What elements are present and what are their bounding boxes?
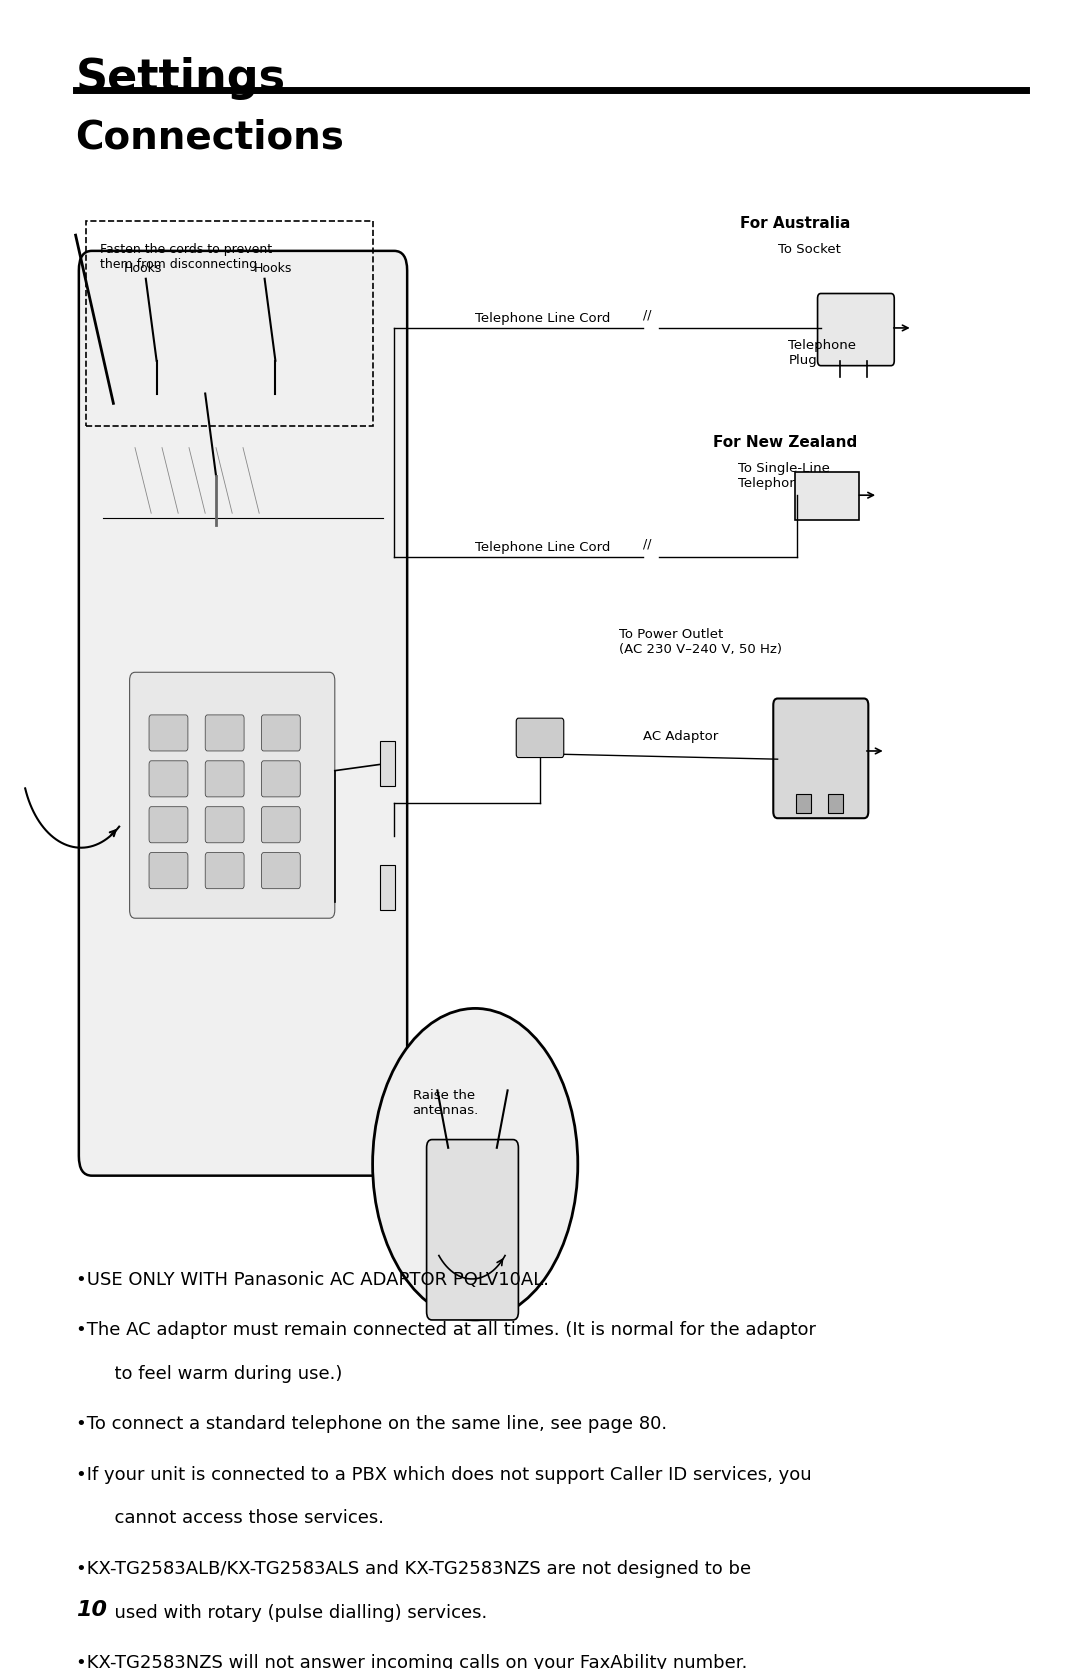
Text: //: // [643, 309, 651, 322]
FancyBboxPatch shape [79, 250, 407, 1175]
Text: //: // [643, 537, 651, 551]
FancyBboxPatch shape [205, 761, 244, 796]
FancyBboxPatch shape [516, 718, 564, 758]
Text: For Australia: For Australia [740, 217, 850, 232]
Text: •To connect a standard telephone on the same line, see page 80.: •To connect a standard telephone on the … [76, 1415, 666, 1434]
Text: To Single-Line
Telephone Jack: To Single-Line Telephone Jack [738, 462, 837, 491]
Text: Hooks: Hooks [124, 262, 163, 275]
Text: To Socket: To Socket [778, 242, 840, 255]
Text: Connections: Connections [76, 118, 345, 157]
Text: Settings: Settings [76, 57, 286, 100]
Text: Hooks: Hooks [254, 262, 293, 275]
FancyBboxPatch shape [149, 761, 188, 796]
Text: cannot access those services.: cannot access those services. [103, 1509, 383, 1527]
Text: Telephone Line Cord: Telephone Line Cord [475, 541, 610, 554]
Text: Raise the
antennas.: Raise the antennas. [413, 1088, 478, 1117]
Text: •If your unit is connected to a PBX which does not support Caller ID services, y: •If your unit is connected to a PBX whic… [76, 1465, 811, 1484]
Circle shape [373, 1008, 578, 1320]
FancyBboxPatch shape [149, 853, 188, 888]
FancyBboxPatch shape [261, 761, 300, 796]
FancyBboxPatch shape [380, 866, 395, 910]
FancyBboxPatch shape [261, 853, 300, 888]
FancyBboxPatch shape [380, 741, 395, 786]
Text: •KX-TG2583ALB/KX-TG2583ALS and KX-TG2583NZS are not designed to be: •KX-TG2583ALB/KX-TG2583ALS and KX-TG2583… [76, 1561, 751, 1577]
FancyBboxPatch shape [130, 673, 335, 918]
FancyBboxPatch shape [795, 472, 859, 519]
Text: •The AC adaptor must remain connected at all times. (It is normal for the adapto: •The AC adaptor must remain connected at… [76, 1322, 815, 1339]
Text: AC Adaptor: AC Adaptor [643, 729, 718, 743]
Text: •USE ONLY WITH Panasonic AC ADAPTOR PQLV10AL.: •USE ONLY WITH Panasonic AC ADAPTOR PQLV… [76, 1270, 549, 1288]
FancyBboxPatch shape [796, 794, 811, 813]
FancyBboxPatch shape [773, 699, 868, 818]
FancyBboxPatch shape [149, 714, 188, 751]
Text: To Power Outlet
(AC 230 V–240 V, 50 Hz): To Power Outlet (AC 230 V–240 V, 50 Hz) [619, 628, 782, 656]
FancyBboxPatch shape [205, 806, 244, 843]
FancyBboxPatch shape [261, 806, 300, 843]
Text: For New Zealand: For New Zealand [713, 434, 858, 449]
Text: 10: 10 [76, 1601, 107, 1621]
Text: Telephone
Plug: Telephone Plug [788, 339, 856, 367]
Text: Fasten the cords to prevent
them from disconnecting.: Fasten the cords to prevent them from di… [100, 242, 272, 270]
FancyBboxPatch shape [818, 294, 894, 366]
FancyBboxPatch shape [261, 714, 300, 751]
Text: to feel warm during use.): to feel warm during use.) [103, 1365, 342, 1384]
FancyBboxPatch shape [427, 1140, 518, 1320]
FancyBboxPatch shape [205, 714, 244, 751]
Text: •KX-TG2583NZS will not answer incoming calls on your FaxAbility number.: •KX-TG2583NZS will not answer incoming c… [76, 1654, 747, 1669]
FancyBboxPatch shape [149, 806, 188, 843]
FancyBboxPatch shape [828, 794, 843, 813]
Text: Telephone Line Cord: Telephone Line Cord [475, 312, 610, 324]
FancyBboxPatch shape [205, 853, 244, 888]
Text: used with rotary (pulse dialling) services.: used with rotary (pulse dialling) servic… [103, 1604, 487, 1622]
